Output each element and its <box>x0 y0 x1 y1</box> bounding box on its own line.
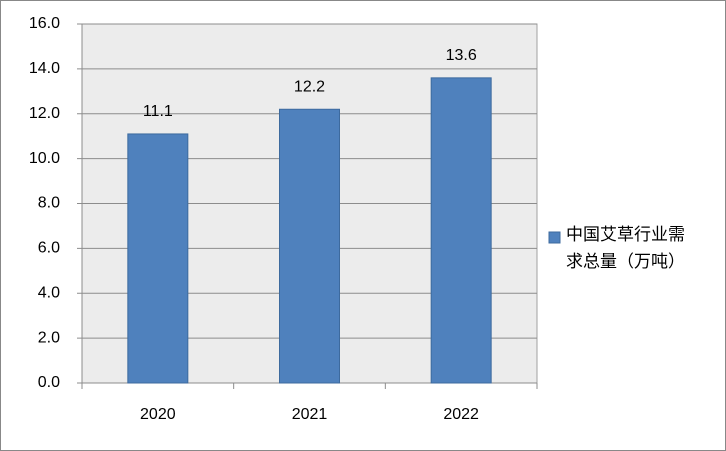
data-label: 11.1 <box>143 103 173 120</box>
y-tick-label: 8.0 <box>38 195 60 212</box>
legend-swatch <box>548 231 561 244</box>
y-tick-label: 4.0 <box>38 284 60 301</box>
y-tick-label: 10.0 <box>29 150 60 167</box>
legend-item: 中国艾草行业需求总量（万吨） <box>566 225 685 272</box>
bar <box>127 133 189 384</box>
y-tick-label: 12.0 <box>29 105 60 122</box>
bar <box>430 77 492 384</box>
y-tick-label: 16.0 <box>29 15 60 32</box>
y-tick-label: 2.0 <box>38 329 60 346</box>
bar <box>279 108 340 384</box>
x-tick-label: 2021 <box>292 406 328 423</box>
y-tick-label: 6.0 <box>38 240 60 257</box>
x-tick-label: 2020 <box>140 406 176 423</box>
data-label: 13.6 <box>446 47 477 64</box>
data-label: 12.2 <box>294 78 325 95</box>
legend-text: 中国艾草行业需求总量（万吨） <box>566 225 685 272</box>
x-tick-label: 2022 <box>443 406 479 423</box>
y-tick-label: 14.0 <box>29 60 60 77</box>
y-tick-label: 0.0 <box>38 374 60 391</box>
